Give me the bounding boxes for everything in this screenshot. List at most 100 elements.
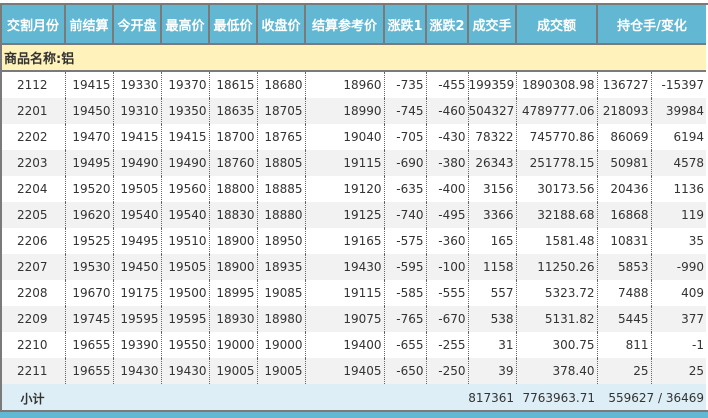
table-cell: 19505 [113,176,162,202]
table-cell: 19415 [161,124,210,150]
table-cell: 3366 [468,202,517,228]
table-cell: 18880 [257,202,306,228]
table-row: 2205 19620 19540 19540 18830 18880 19125 -740 -4… [2,202,706,228]
table-cell: 19530 [65,254,114,280]
table-cell: 19400 [305,332,385,358]
table-cell: 1890308.98 [516,71,598,98]
table-cell: 557 [468,280,517,306]
table-cell: 19075 [305,306,385,332]
table-cell: 19670 [65,280,114,306]
column-header[interactable]: 成交额 [516,5,598,45]
table-cell: 377 [651,306,706,332]
table-cell: -15397 [661,78,704,92]
table-cell: -655 [384,332,427,358]
column-header[interactable]: 涨跌2 [426,5,469,45]
table-cell: 1158 [468,254,517,280]
column-header[interactable]: 今开盘 [113,5,162,45]
table-cell: 2204 [2,176,66,202]
table-cell: 19470 [65,124,114,150]
table-cell: 19450 [65,98,114,124]
column-header[interactable]: 前结算 [65,5,114,45]
table-cell: 19510 [161,228,210,254]
table-cell: 19495 [65,150,114,176]
table-cell: 19595 [161,306,210,332]
table-cell: 19620 [65,202,114,228]
table-row: 2210 19655 19390 19550 19000 19000 19400 -655 -2… [2,332,706,358]
table-cell: 18760 [209,150,258,176]
table-cell: 86069 [597,124,652,150]
column-header[interactable]: 最高价 [161,5,210,45]
table-cell: 18950 [257,228,306,254]
table-cell: 19525 [65,228,114,254]
table-cell: -690 [384,150,427,176]
table-cell: -430 [426,124,469,150]
table-cell: 19495 [113,228,162,254]
table-cell: 78322 [468,124,517,150]
table-cell: 2207 [2,254,66,280]
table-cell: -745 [384,98,427,124]
table-cell: 19415 [65,71,114,98]
subtotal-row: 小计 817361 7763963.71 559627 / 36469 [2,384,706,411]
table-cell: -100 [426,254,469,280]
table-cell: -250 [426,358,469,385]
table-cell: 25 [597,358,652,385]
table-cell: -595 [384,254,427,280]
table-cell: 31 [468,332,517,358]
table-cell: -635 [384,176,427,202]
column-header[interactable]: 最低价 [209,5,258,45]
table-cell: -360 [426,228,469,254]
table-cell: 19350 [161,98,210,124]
table-cell: 35 [688,234,704,248]
column-header[interactable]: 涨跌1 [384,5,427,45]
table-cell: 19655 [65,358,114,385]
table-cell: -555 [426,280,469,306]
table-cell: 19520 [65,176,114,202]
table-cell: 2209 [2,306,66,332]
table-cell: 251778.15 [516,150,598,176]
table-cell: -455 [426,71,469,98]
table-row: 2201 19450 19310 19350 18635 18705 18990 -745 -4… [2,98,706,124]
table-cell: 745770.86 [516,124,598,150]
table-cell: 32188.68 [516,202,598,228]
column-header[interactable]: 交割月份 [2,5,66,45]
category-label: 商品名称:铝 [2,44,706,72]
table-cell: -650 [384,358,427,385]
table-cell: 19005 [257,358,306,385]
table-row: 2208 19670 19175 19500 18995 19085 19115 -585 -5… [2,280,706,306]
table-cell: 19310 [113,98,162,124]
table-cell: -705 [384,124,427,150]
table-cell: -460 [426,98,469,124]
table-cell: 136727 [597,71,652,98]
table-cell: 19505 [161,254,210,280]
table-cell: 19450 [113,254,162,280]
table-cell: 18900 [209,228,258,254]
header-row: 交割月份 前结算 今开盘 最高价 最低价 收盘价 结算参考价 涨跌1 涨跌2 成交手 成交额 持仓手/… [2,5,706,45]
table-cell: 18995 [209,280,258,306]
table-cell: -1 [692,338,704,352]
table-cell: 2202 [2,124,66,150]
subtotal-label: 小计 [2,384,65,411]
table-cell: 19115 [305,280,385,306]
column-header[interactable]: 持仓手/变化 [597,5,706,45]
table-cell: 2206 [2,228,66,254]
column-header[interactable]: 结算参考价 [305,5,385,45]
table-cell: 19430 [305,254,385,280]
table-cell: 19560 [161,176,210,202]
table-cell: 18800 [209,176,258,202]
table-cell: 18680 [257,71,306,98]
table-cell: 19430 [113,358,162,385]
table-cell: -670 [426,306,469,332]
table-cell: 18900 [209,254,258,280]
table-cell: 19005 [209,358,258,385]
column-header[interactable]: 成交手 [468,5,517,45]
table-cell: 19125 [305,202,385,228]
subtotal-turnover: 7763963.71 [516,384,597,411]
futures-quote-table: 交割月份 前结算 今开盘 最高价 最低价 收盘价 结算参考价 涨跌1 涨跌2 成交手 成交额 持仓手/… [2,5,706,411]
table-cell: -990 [651,254,706,280]
table-cell: 16868 [597,202,652,228]
table-cell: 218093 [597,98,652,124]
table-cell: 20436 [597,176,652,202]
column-header[interactable]: 收盘价 [257,5,306,45]
table-cell: 39984 [651,98,706,124]
table-cell: 18990 [305,98,385,124]
